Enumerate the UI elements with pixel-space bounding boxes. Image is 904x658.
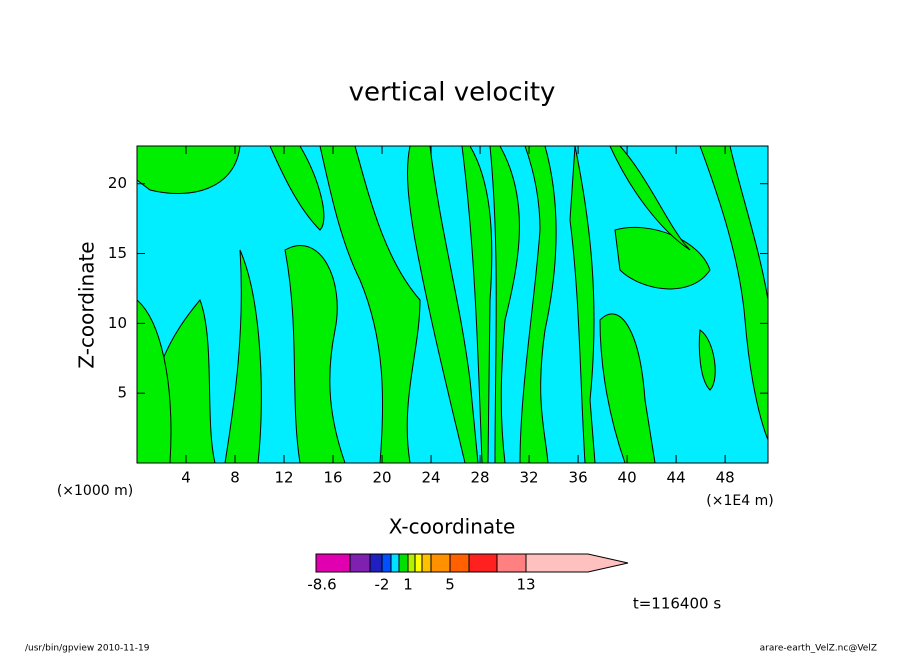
colorbar-label: -2 (375, 576, 390, 594)
y-tick-label: 20 (108, 174, 127, 192)
x-tick-label: 8 (230, 469, 240, 487)
y-tick-label: 15 (108, 244, 127, 262)
colorbar-label: 1 (403, 576, 413, 594)
x-tick-label: 16 (323, 469, 342, 487)
annotation: t=116400 s (633, 595, 721, 613)
contour-field (137, 146, 768, 463)
colorbar-swatch (398, 553, 409, 573)
chart-title: vertical velocity (349, 78, 556, 108)
colorbar-swatch (315, 553, 351, 573)
footer-left: /usr/bin/gpview 2010-11-19 (25, 644, 150, 654)
colorbar-swatch (421, 553, 432, 573)
colorbar-swatch (369, 553, 383, 573)
colorbar-swatch (390, 553, 400, 573)
colorbar-swatch (414, 553, 423, 573)
x-unit-left: (×1000 m) (57, 483, 133, 499)
x-tick-label: 32 (520, 469, 539, 487)
x-tick-label: 48 (716, 469, 735, 487)
colorbar-swatch (381, 553, 392, 573)
x-tick-label: 44 (667, 469, 686, 487)
x-tick-label: 12 (274, 469, 293, 487)
x-tick-label: 4 (181, 469, 191, 487)
y-tick-label: 10 (108, 314, 127, 332)
colorbar-swatch (349, 553, 371, 573)
colorbar-swatch (468, 553, 498, 573)
x-unit-right: (×1E4 m) (706, 493, 773, 509)
x-tick-label: 28 (471, 469, 490, 487)
colorbar-swatch (407, 553, 416, 573)
x-tick-label: 24 (422, 469, 441, 487)
x-tick-label: 36 (569, 469, 588, 487)
colorbar-label: -8.6 (307, 576, 336, 594)
y-tick-label: 5 (117, 384, 127, 402)
footer-right: arare-earth_VelZ.nc@VelZ (760, 644, 877, 654)
colorbar-label: 5 (445, 576, 455, 594)
x-axis-label: X-coordinate (389, 515, 516, 539)
colorbar-swatch (430, 553, 451, 573)
colorbar-label: 13 (516, 576, 535, 594)
plot-frame (136, 145, 769, 464)
y-axis-label: Z-coordinate (75, 241, 99, 368)
colorbar-swatch (496, 553, 527, 573)
colorbar-swatch (525, 553, 629, 573)
x-tick-label: 20 (373, 469, 392, 487)
colorbar-swatch (449, 553, 470, 573)
x-tick-label: 40 (618, 469, 637, 487)
